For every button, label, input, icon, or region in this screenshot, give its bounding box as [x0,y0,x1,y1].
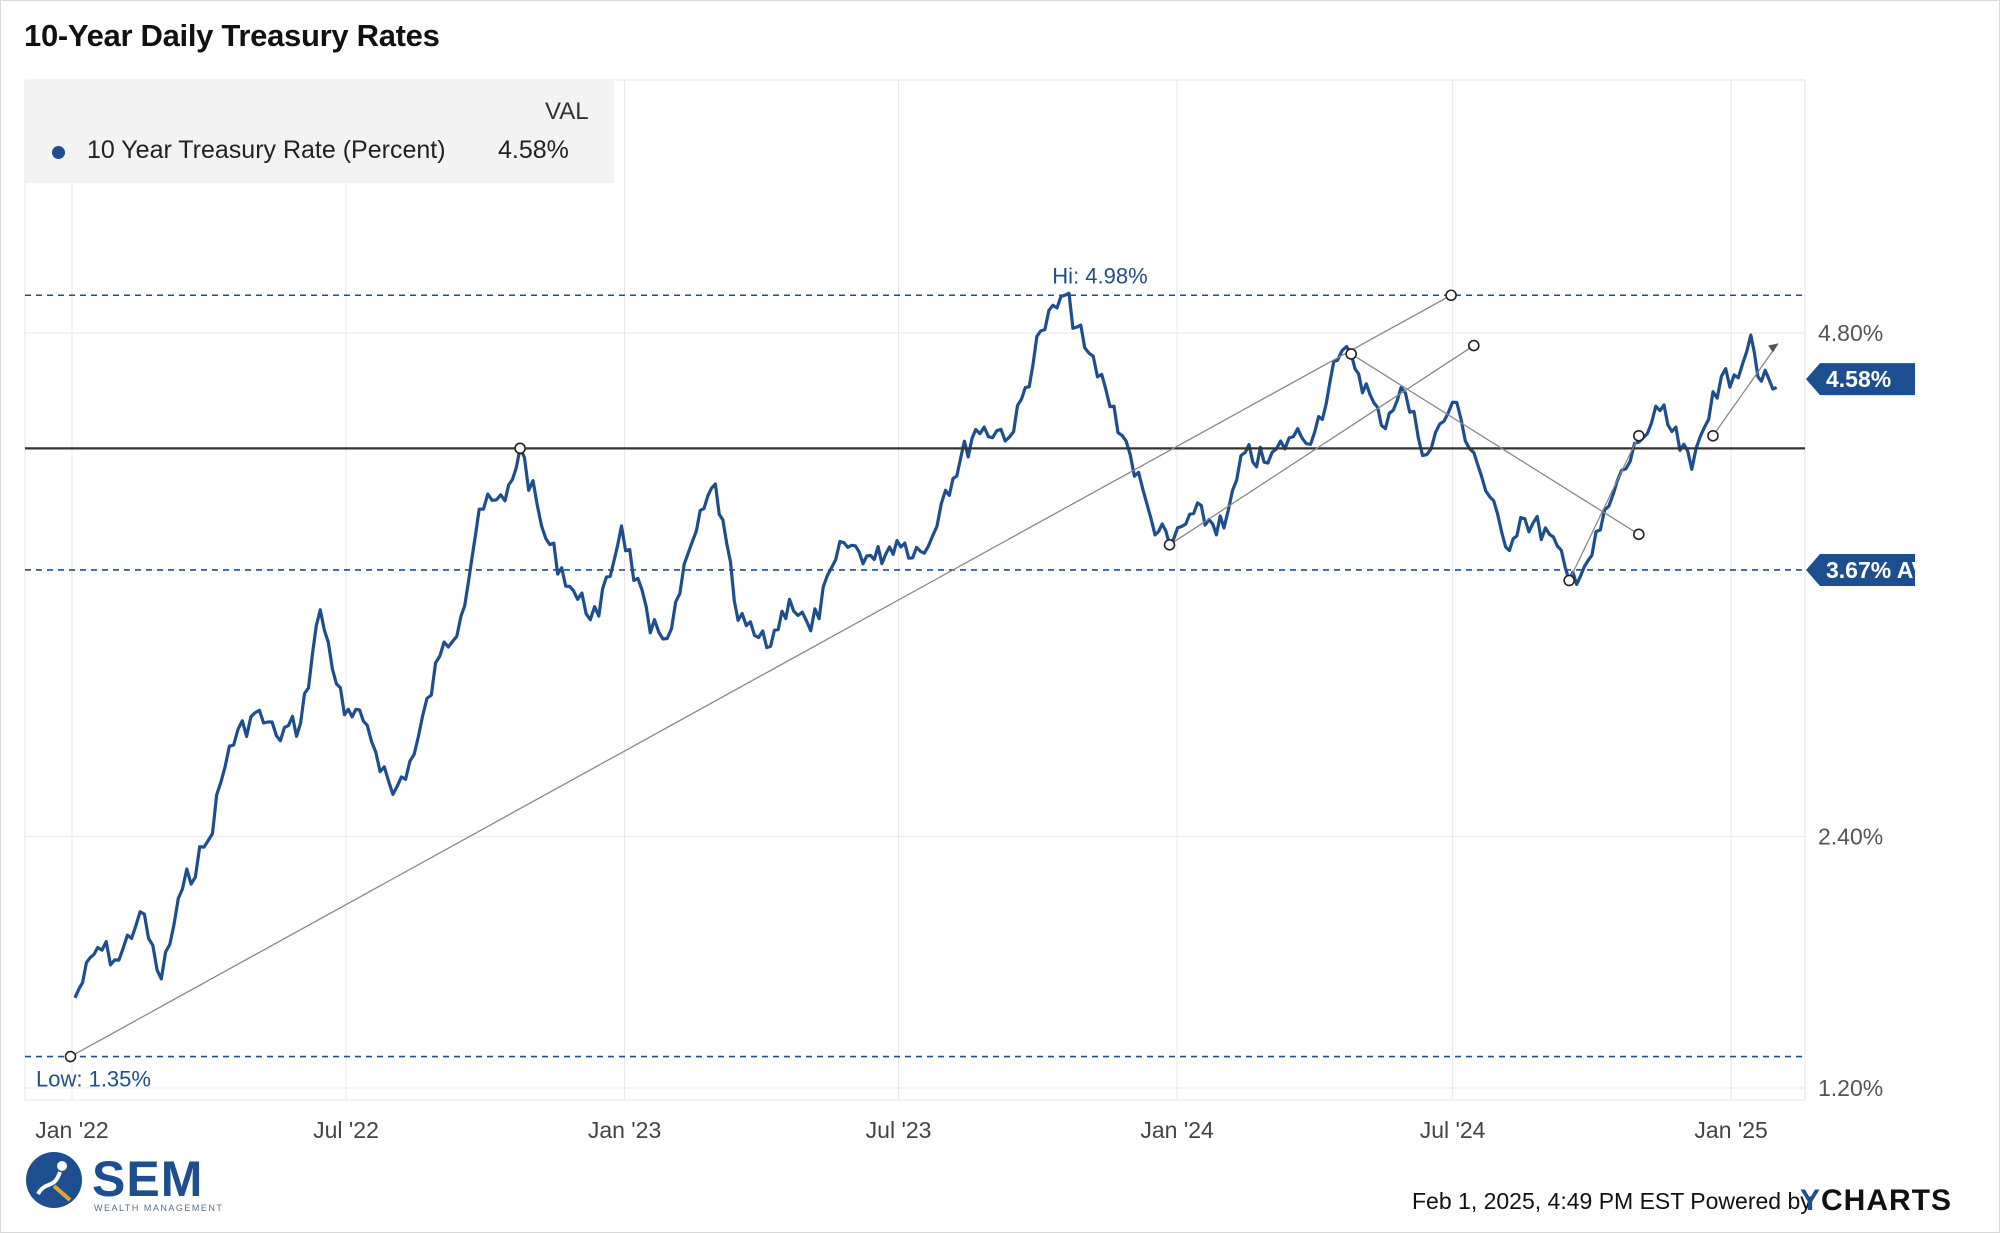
legend: VAL 10 Year Treasury Rate (Percent) 4.58… [25,80,614,183]
trend-line [1350,353,1640,535]
x-tick-label: Jul '22 [313,1117,379,1143]
x-tick-label: Jul '23 [866,1117,932,1143]
low-label: Low: 1.35% [36,1067,151,1092]
trend-point [1632,528,1645,541]
x-tick-label: Jan '25 [1694,1117,1767,1143]
high-label: Hi: 4.98% [1052,263,1147,288]
trend-line [70,294,1452,1058]
x-tick-label: Jan '23 [588,1117,661,1143]
ycharts-brand[interactable]: YCHARTS [1800,1184,1952,1218]
logo-tagline: WEALTH MANAGEMENT [94,1203,224,1213]
trend-point [1707,429,1719,442]
trend-line [1169,345,1475,546]
trend-point [64,1050,77,1063]
trend-point [1632,429,1645,442]
trend-point [1467,339,1480,352]
trend-point [1163,539,1176,551]
ycharts-brand-text: CHARTS [1821,1184,1953,1217]
legend-marker [52,146,65,159]
x-tick-label: Jan '22 [35,1117,108,1143]
trend-point [1345,348,1357,360]
last-value-label: 4.58% [1826,366,1891,392]
x-tick-label: Jan '24 [1140,1117,1214,1143]
chart-title: 10-Year Daily Treasury Rates [24,18,440,53]
trend-arrowhead [1768,343,1779,353]
trend-point [1445,289,1457,302]
legend-series-name[interactable]: 10 Year Treasury Rate (Percent) [87,136,446,164]
trend-point [1563,574,1575,587]
sem-logo-icon [26,1152,82,1208]
trend-line [1712,343,1779,437]
ycharts-brand-initial: Y [1800,1184,1822,1217]
y-tick-label: 1.20% [1818,1075,1883,1101]
average-badge [1806,553,1915,586]
support-point [514,442,526,455]
last-value-badge [1806,363,1915,396]
y-tick-label: 4.80% [1818,320,1883,346]
footer-timestamp: Feb 1, 2025, 4:49 PM EST Powered by [1412,1188,1812,1214]
legend-header: VAL [545,98,589,125]
y-tick-label: 2.40% [1818,823,1883,849]
legend-series-value: 4.58% [498,136,569,164]
plot-area [24,79,1806,1101]
logo-name: SEM [92,1151,204,1207]
trend-line [1568,435,1640,581]
x-tick-label: Jul '24 [1420,1117,1486,1143]
average-label: 3.67% AVG [1826,557,1945,583]
series-line [73,291,1778,999]
